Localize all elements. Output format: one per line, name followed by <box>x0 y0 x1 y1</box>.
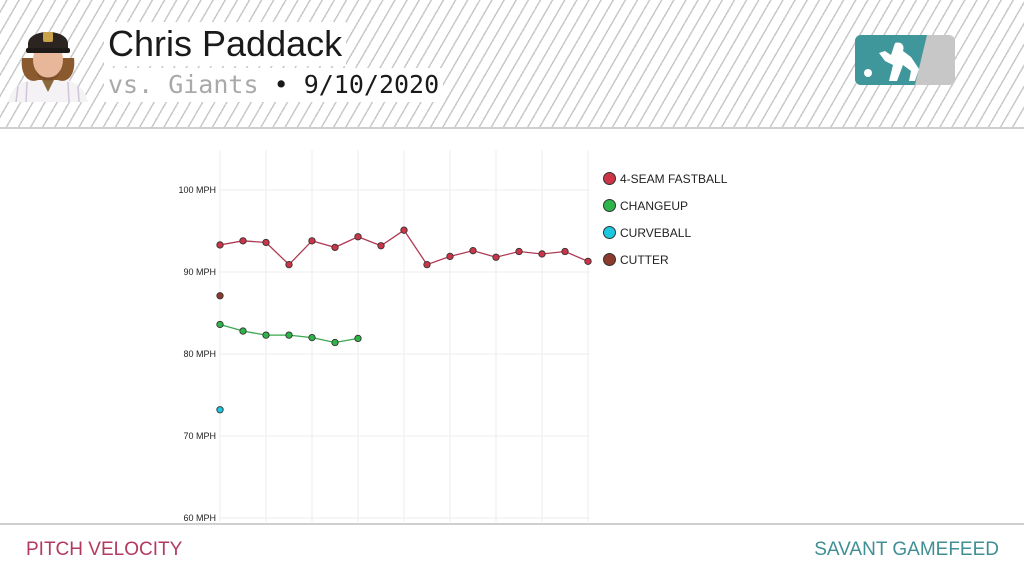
y-tick-label: 90 MPH <box>183 267 216 277</box>
changeup-point <box>308 333 316 342</box>
fourseam-point <box>561 247 569 256</box>
opponent-label: vs. Giants <box>108 70 259 99</box>
separator-dot: • <box>273 70 289 99</box>
changeup-point <box>354 334 362 343</box>
fourseam-point <box>354 233 362 241</box>
fourseam-point <box>377 242 385 250</box>
changeup-swatch-icon <box>603 199 616 212</box>
legend-label-changeup: CHANGEUP <box>620 198 689 213</box>
chart-mode-label: PITCH VELOCITY <box>26 539 183 560</box>
player-avatar <box>8 32 88 102</box>
footer-bar: PITCH VELOCITY SAVANT GAMEFEED <box>0 523 1024 576</box>
y-tick-label: 80 MPH <box>183 349 216 359</box>
matchup-line: vs. Giants • 9/10/2020 <box>104 68 444 102</box>
game-date: 9/10/2020 <box>303 70 440 99</box>
source-label: SAVANT GAMEFEED <box>814 539 999 560</box>
changeup-point <box>285 331 293 339</box>
legend-item-cutter: CUTTER <box>603 246 727 273</box>
y-tick-label: 100 MPH <box>178 185 216 195</box>
game-header: Chris Paddack vs. Giants • 9/10/2020 <box>0 0 1024 129</box>
legend-item-fourseam: 4-SEAM FASTBALL <box>603 165 727 192</box>
legend-label-fourseam: 4-SEAM FASTBALL <box>620 171 728 186</box>
changeup-point <box>216 320 224 329</box>
fourseam-point <box>308 237 316 245</box>
cutter-point <box>216 292 224 300</box>
fourseam-point <box>492 253 500 261</box>
fourseam-point <box>331 243 339 252</box>
fourseam-swatch-icon <box>603 172 616 185</box>
fourseam-point <box>262 238 270 247</box>
fourseam-point <box>446 252 454 261</box>
fourseam-point <box>584 257 592 265</box>
legend-item-changeup: CHANGEUP <box>603 192 727 219</box>
changeup-point <box>262 331 270 339</box>
fourseam-point <box>515 247 523 256</box>
fourseam-point <box>469 247 477 255</box>
curveball-point <box>216 406 224 414</box>
curveball-swatch-icon <box>603 226 616 239</box>
y-tick-label: 60 MPH <box>183 513 216 523</box>
y-tick-label: 70 MPH <box>183 431 216 441</box>
legend-item-curveball: CURVEBALL <box>603 219 727 246</box>
fourseam-point <box>400 226 408 234</box>
velocity-chart: 100 MPH 90 MPH 80 MPH 70 MPH 60 MPH <box>178 150 592 523</box>
fourseam-point <box>285 260 293 269</box>
chart-legend: 4-SEAM FASTBALL CHANGEUP CURVEBALL CUTTE… <box>603 165 727 273</box>
fourseam-point <box>239 237 247 245</box>
fourseam-point <box>538 250 546 258</box>
legend-label-curveball: CURVEBALL <box>620 225 692 240</box>
fourseam-point <box>216 241 224 249</box>
player-name: Chris Paddack <box>104 22 347 66</box>
mlb-logo-icon <box>855 35 955 85</box>
changeup-point <box>239 327 247 335</box>
changeup-point <box>331 338 339 347</box>
cutter-swatch-icon <box>603 253 616 266</box>
legend-label-cutter: CUTTER <box>620 252 669 267</box>
fourseam-point <box>423 260 431 269</box>
